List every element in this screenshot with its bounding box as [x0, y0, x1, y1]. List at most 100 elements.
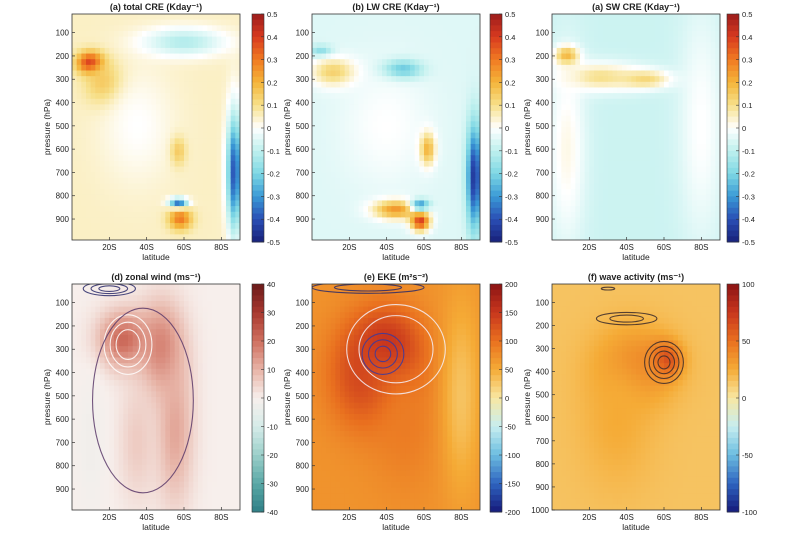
heatmap-cell	[396, 54, 401, 60]
heatmap-cell	[557, 25, 562, 31]
heatmap-cell	[128, 82, 133, 88]
heatmap-cell	[410, 155, 415, 161]
heatmap-cell	[438, 229, 443, 235]
heatmap-cell	[175, 82, 180, 88]
heatmap-cell	[594, 59, 599, 65]
heatmap-cell	[312, 167, 317, 173]
heatmap-cell	[81, 476, 86, 482]
heatmap-cell	[377, 206, 382, 212]
heatmap-cell	[331, 161, 336, 167]
heatmap-cell	[697, 54, 702, 60]
heatmap-cell	[557, 65, 562, 71]
heatmap-cell	[231, 144, 236, 150]
heatmap-cell	[552, 133, 557, 139]
heatmap-cell	[354, 161, 359, 167]
heatmap-cell	[424, 223, 429, 229]
heatmap-cell	[580, 144, 585, 150]
colorbar-tick-label: 0.5	[505, 10, 515, 19]
heatmap-cell	[193, 184, 198, 190]
heatmap-cell	[363, 59, 368, 65]
heatmap-cell	[119, 20, 124, 26]
heatmap-cell	[401, 172, 406, 178]
heatmap-cell	[415, 104, 420, 110]
heatmap-cell	[170, 99, 175, 105]
heatmap-cell	[175, 59, 180, 65]
heatmap-cell	[198, 59, 203, 65]
heatmap-cell	[415, 172, 420, 178]
heatmap-cell	[349, 104, 354, 110]
heatmap-cell	[137, 104, 142, 110]
heatmap-cell	[664, 155, 669, 161]
heatmap-cell	[655, 99, 660, 105]
heatmap-cell	[349, 195, 354, 201]
heatmap-cell	[382, 59, 387, 65]
heatmap-cell	[438, 189, 443, 195]
heatmap-cell	[193, 212, 198, 218]
heatmap-cell	[627, 42, 632, 48]
colorbar-segment	[252, 105, 264, 111]
heatmap-cell	[645, 87, 650, 93]
heatmap-cell	[170, 82, 175, 88]
heatmap-cell	[580, 212, 585, 218]
heatmap-cell	[391, 150, 396, 156]
heatmap-cell	[231, 71, 236, 77]
heatmap-cell	[589, 37, 594, 43]
heatmap-cell	[580, 110, 585, 116]
heatmap-cell	[193, 223, 198, 229]
heatmap-cell	[326, 133, 331, 139]
heatmap-cell	[678, 200, 683, 206]
heatmap-cell	[207, 155, 212, 161]
heatmap-cell	[401, 200, 406, 206]
heatmap-cell	[401, 48, 406, 54]
heatmap-cell	[91, 341, 96, 347]
heatmap-cell	[165, 104, 170, 110]
heatmap-cell	[566, 167, 571, 173]
x-tick-label: 40S	[140, 243, 154, 252]
heatmap-cell	[391, 71, 396, 77]
heatmap-cell	[655, 82, 660, 88]
heatmap-cell	[114, 116, 119, 122]
heatmap-cell	[613, 65, 618, 71]
heatmap-cell	[457, 42, 462, 48]
heatmap-cell	[165, 76, 170, 82]
heatmap-cell	[335, 206, 340, 212]
heatmap-cell	[335, 178, 340, 184]
heatmap-cell	[627, 59, 632, 65]
heatmap-cell	[317, 87, 322, 93]
heatmap-cell	[77, 493, 82, 499]
heatmap-cell	[105, 499, 110, 505]
heatmap-cell	[231, 14, 236, 20]
heatmap-cell	[683, 200, 688, 206]
heatmap-cell	[207, 59, 212, 65]
heatmap-cell	[377, 121, 382, 127]
heatmap-cell	[77, 369, 82, 375]
heatmap-cell	[561, 82, 566, 88]
heatmap-cell	[396, 212, 401, 218]
y-tick-label: 400	[56, 99, 70, 108]
heatmap-cell	[217, 110, 222, 116]
heatmap-cell	[109, 93, 114, 99]
heatmap-cell	[156, 14, 161, 20]
heatmap-cell	[203, 110, 208, 116]
heatmap-cell	[645, 116, 650, 122]
heatmap-cell	[571, 200, 576, 206]
heatmap-cell	[363, 37, 368, 43]
heatmap-cell	[86, 200, 91, 206]
heatmap-cell	[433, 133, 438, 139]
heatmap-cell	[165, 144, 170, 150]
heatmap-cell	[86, 161, 91, 167]
heatmap-cell	[317, 212, 322, 218]
heatmap-cell	[697, 212, 702, 218]
heatmap-cell	[179, 87, 184, 93]
heatmap-cell	[179, 76, 184, 82]
heatmap-cell	[137, 14, 142, 20]
heatmap-cell	[81, 138, 86, 144]
heatmap-cell	[340, 82, 345, 88]
heatmap-cell	[452, 116, 457, 122]
heatmap-cell	[123, 48, 128, 54]
heatmap-cell	[100, 476, 105, 482]
heatmap-cell	[433, 150, 438, 156]
heatmap-cell	[161, 87, 166, 93]
heatmap-cell	[105, 397, 110, 403]
heatmap-cell	[95, 391, 100, 397]
